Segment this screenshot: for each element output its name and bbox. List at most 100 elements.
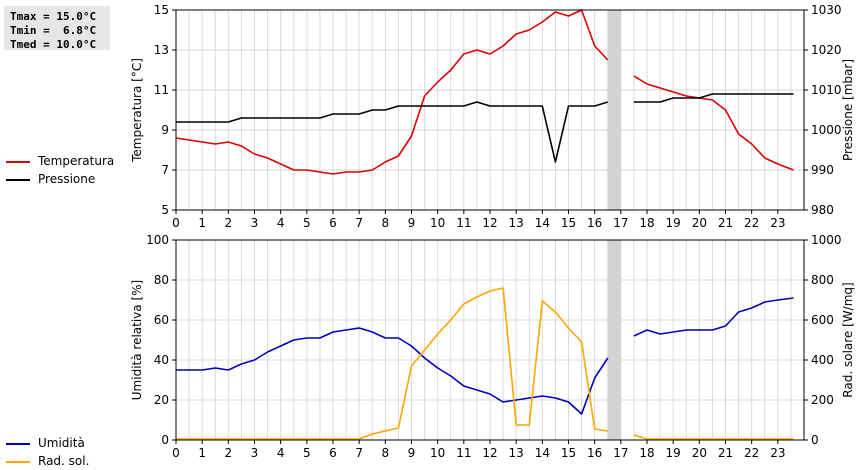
x-tick-label: 15 [561,216,576,230]
y-right-tick-label: 400 [811,353,834,367]
y-left-tick-label: 40 [154,353,169,367]
series-line-rad-sol-2 [633,434,794,440]
x-tick-label: 22 [744,446,759,460]
x-tick-label: 16 [587,446,602,460]
x-tick-label: 8 [382,446,390,460]
x-tick-label: 10 [430,216,445,230]
x-tick-label: 18 [639,446,654,460]
x-tick-label: 22 [744,216,759,230]
x-tick-label: 11 [456,216,471,230]
x-tick-label: 14 [535,216,550,230]
x-tick-label: 20 [692,216,707,230]
x-tick-label: 20 [692,446,707,460]
legend-swatch-umidita [6,443,30,445]
y-right-tick-label: 0 [811,433,819,447]
y-right-tick-label: 1000 [811,233,842,247]
x-tick-label: 6 [329,446,337,460]
series-line-pressione-1 [176,101,609,163]
series-line-temperatura-1 [175,9,609,175]
y-right-tick-label: 800 [811,273,834,287]
series-line-umidit-2 [633,297,794,337]
y-right-tick-label: 200 [811,393,834,407]
missing-data-band [607,10,621,210]
y-left-tick-label: 9 [161,123,169,137]
series-line-rad-sol-1 [176,287,608,440]
y-left-axis-title: Temperatura [°C] [130,58,144,163]
y-left-tick-label: 100 [146,233,169,247]
x-tick-label: 3 [251,216,259,230]
x-tick-label: 4 [277,446,285,460]
y-right-tick-label: 1020 [811,43,842,57]
series-line-umidit-1 [176,327,609,415]
x-tick-label: 12 [482,446,497,460]
series-line-pressione-2 [633,93,794,103]
y-left-tick-label: 80 [154,273,169,287]
stat-tmax: Tmax = 15.0°C [10,10,97,23]
x-tick-label: 10 [430,446,445,460]
x-tick-label: 12 [482,216,497,230]
legend-label-temperatura: Temperatura [38,154,115,168]
legend-label-pressione: Pressione [38,172,96,186]
stat-tmin: Tmin = 6.8°C [10,24,97,37]
y-right-tick-label: 980 [811,203,834,217]
x-tick-label: 17 [613,446,628,460]
x-tick-label: 17 [613,216,628,230]
x-tick-label: 1 [198,216,206,230]
x-tick-label: 13 [509,446,524,460]
y-left-tick-label: 20 [154,393,169,407]
chart-humidity-radiation: 0 1 2 3 4 5 6 7 8 9 10 11 12 13 14 15 16 17 18 19 20 21 22 2302… [130,233,855,460]
x-tick-label: 18 [639,216,654,230]
y-left-tick-label: 15 [154,3,169,17]
x-tick-label: 2 [225,216,233,230]
y-right-axis-title: Rad. solare [W/mq] [841,282,855,397]
y-right-tick-label: 1000 [811,123,842,137]
y-left-axis-title: Umidità relativa [%] [130,280,144,400]
x-tick-label: 15 [561,446,576,460]
y-left-tick-label: 13 [154,43,169,57]
missing-data-band [607,240,621,440]
weather-charts: 0 1 2 3 4 5 6 7 8 9 10 11 12 13 14 15 16 17 18 19 20 21 22 2357… [130,3,855,460]
y-right-tick-label: 990 [811,163,834,177]
x-tick-label: 23 [770,216,785,230]
y-right-tick-label: 1010 [811,83,842,97]
legend-swatch-pressione [6,179,30,181]
x-tick-label: 4 [277,216,285,230]
y-right-axis-title: Pressione [mbar] [841,59,855,161]
y-left-tick-label: 11 [154,83,169,97]
x-tick-label: 23 [770,446,785,460]
stat-tmed: Tmed = 10.0°C [10,38,97,51]
x-tick-label: 2 [225,446,233,460]
x-tick-label: 16 [587,216,602,230]
y-left-tick-label: 7 [161,163,169,177]
legend-swatch-temperatura [6,161,30,163]
x-tick-label: 3 [251,446,259,460]
x-tick-label: 6 [329,216,337,230]
legend-swatch-rad-sol [6,461,30,463]
x-tick-label: 9 [408,216,416,230]
x-tick-label: 21 [718,216,733,230]
chart-temperature-pressure: 0 1 2 3 4 5 6 7 8 9 10 11 12 13 14 15 16 17 18 19 20 21 22 2357… [130,3,855,230]
x-tick-label: 14 [535,446,550,460]
x-tick-label: 19 [666,446,681,460]
y-right-tick-label: 1030 [811,3,842,17]
x-tick-label: 11 [456,446,471,460]
x-tick-label: 8 [382,216,390,230]
x-tick-label: 0 [172,446,180,460]
x-tick-label: 1 [198,446,206,460]
x-tick-label: 19 [666,216,681,230]
x-tick-label: 0 [172,216,180,230]
x-tick-label: 9 [408,446,416,460]
legend-label-umidita: Umidità [38,436,85,450]
x-tick-label: 7 [355,446,363,460]
y-left-tick-label: 60 [154,313,169,327]
series-line-temperatura-2 [633,75,794,171]
y-left-tick-label: 5 [161,203,169,217]
y-right-tick-label: 600 [811,313,834,327]
x-tick-label: 7 [355,216,363,230]
stats-box: Tmax = 15.0°C Tmin = 6.8°C Tmed = 10.0°C [4,6,110,51]
x-tick-label: 5 [303,216,311,230]
x-tick-label: 5 [303,446,311,460]
y-left-tick-label: 0 [161,433,169,447]
x-tick-label: 13 [509,216,524,230]
x-tick-label: 21 [718,446,733,460]
